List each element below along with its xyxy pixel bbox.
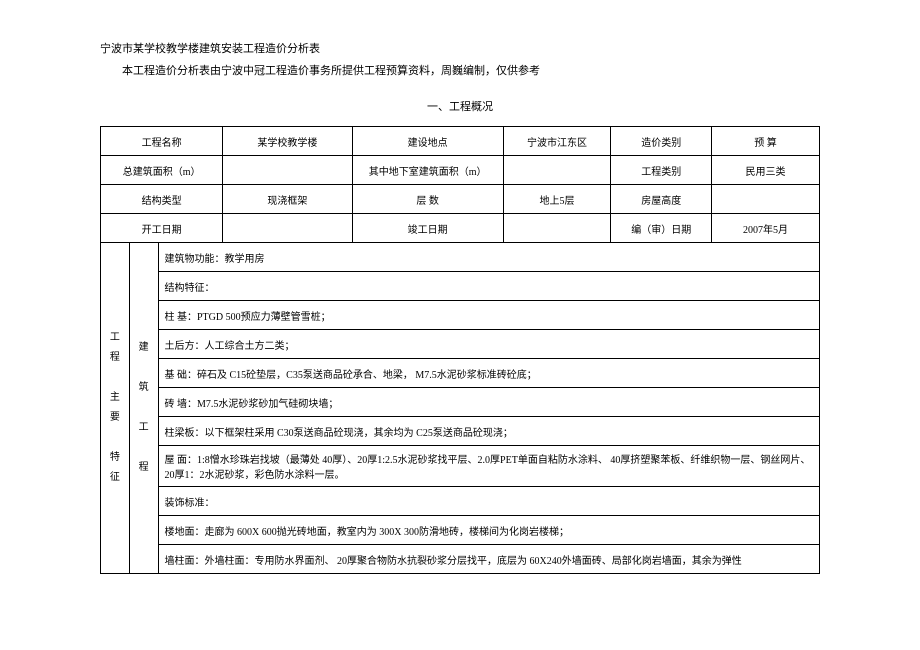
cell: 其中地下室建筑面积（m） [352,156,503,185]
feature-cell: 结构特征： [158,272,820,301]
feature-cell: 装饰标准： [158,487,820,516]
table-row: 结构特征： [101,272,820,301]
table-row: 屋 面：1:8憎水珍珠岩找坡（最薄处 40厚）、20厚1:2.5水泥砂浆找平层、… [101,446,820,487]
table-row: 开工日期 竣工日期 编（审）日期 2007年5月 [101,214,820,243]
cell: 宁波市江东区 [503,127,611,156]
cell: 某学校教学楼 [223,127,352,156]
table-row: 土后方：人工综合土方二类； [101,330,820,359]
cell: 房屋高度 [611,185,712,214]
side-label: 工 程 主 要 特 征 [101,243,130,574]
table-row: 基 础：碎石及 C15砼垫层，C35泵送商品砼承合、地梁， M7.5水泥砂浆标准… [101,359,820,388]
feature-cell: 基 础：碎石及 C15砼垫层，C35泵送商品砼承合、地梁， M7.5水泥砂浆标准… [158,359,820,388]
cell: 层 数 [352,185,503,214]
cell: 编（审）日期 [611,214,712,243]
cell [503,156,611,185]
feature-cell: 楼地面：走廊为 600X 600抛光砖地面，教室内为 300X 300防滑地砖，… [158,516,820,545]
cell: 建设地点 [352,127,503,156]
cell: 工程名称 [101,127,223,156]
feature-cell: 柱梁板：以下框架柱采用 C30泵送商品砼现浇，其余均为 C25泵送商品砼现浇； [158,417,820,446]
table-row: 柱梁板：以下框架柱采用 C30泵送商品砼现浇，其余均为 C25泵送商品砼现浇； [101,417,820,446]
cell: 造价类别 [611,127,712,156]
feature-cell: 土后方：人工综合土方二类； [158,330,820,359]
side-sub: 建 筑 工 程 [129,243,158,574]
cell [223,156,352,185]
cell [712,185,820,214]
table-row: 墙柱面：外墙柱面：专用防水界面剂、 20厚聚合物防水抗裂砂浆分层找平，底层为 6… [101,545,820,574]
table-row: 楼地面：走廊为 600X 600抛光砖地面，教室内为 300X 300防滑地砖，… [101,516,820,545]
table-row: 工程名称 某学校教学楼 建设地点 宁波市江东区 造价类别 预 算 [101,127,820,156]
cell: 结构类型 [101,185,223,214]
table-row: 柱 基：PTGD 500预应力薄壁管雪桩； [101,301,820,330]
table-row: 装饰标准： [101,487,820,516]
cell: 2007年5月 [712,214,820,243]
cell [223,214,352,243]
feature-cell: 柱 基：PTGD 500预应力薄壁管雪桩； [158,301,820,330]
feature-cell: 砖 墙：M7.5水泥砂浆砂加气硅砌块墙； [158,388,820,417]
overview-table: 工程名称 某学校教学楼 建设地点 宁波市江东区 造价类别 预 算 总建筑面积（m… [100,126,820,574]
cell: 开工日期 [101,214,223,243]
cell: 现浇框架 [223,185,352,214]
feature-cell: 建筑物功能：教学用房 [158,243,820,272]
cell: 工程类别 [611,156,712,185]
cell: 地上5层 [503,185,611,214]
cell: 总建筑面积（m） [101,156,223,185]
feature-cell: 屋 面：1:8憎水珍珠岩找坡（最薄处 40厚）、20厚1:2.5水泥砂浆找平层、… [158,446,820,487]
table-row: 总建筑面积（m） 其中地下室建筑面积（m） 工程类别 民用三类 [101,156,820,185]
cell [503,214,611,243]
doc-title: 宁波市某学校教学楼建筑安装工程造价分析表 [100,40,820,56]
table-row: 结构类型 现浇框架 层 数 地上5层 房屋高度 [101,185,820,214]
section-title: 一、工程概况 [100,98,820,114]
cell: 预 算 [712,127,820,156]
doc-desc: 本工程造价分析表由宁波中冠工程造价事务所提供工程预算资料，周巍编制，仅供参考 [100,62,820,78]
table-row: 工 程 主 要 特 征 建 筑 工 程 建筑物功能：教学用房 [101,243,820,272]
cell: 民用三类 [712,156,820,185]
table-row: 砖 墙：M7.5水泥砂浆砂加气硅砌块墙； [101,388,820,417]
feature-cell: 墙柱面：外墙柱面：专用防水界面剂、 20厚聚合物防水抗裂砂浆分层找平，底层为 6… [158,545,820,574]
cell: 竣工日期 [352,214,503,243]
